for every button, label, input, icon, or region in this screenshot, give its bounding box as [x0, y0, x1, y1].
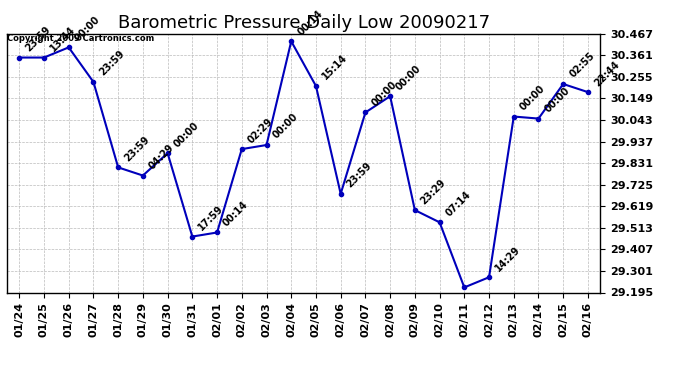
Text: 23:59: 23:59 — [122, 134, 151, 163]
Text: 07:14: 07:14 — [444, 189, 473, 218]
Text: 00:00: 00:00 — [542, 86, 571, 114]
Text: 22:44: 22:44 — [592, 59, 621, 88]
Text: 15:14: 15:14 — [320, 53, 349, 82]
Text: 00:00: 00:00 — [370, 80, 399, 108]
Text: 23:29: 23:29 — [419, 177, 448, 206]
Text: 00:00: 00:00 — [270, 112, 299, 141]
Text: 04:29: 04:29 — [147, 142, 176, 171]
Text: 23:59: 23:59 — [97, 49, 126, 78]
Text: 17:59: 17:59 — [197, 203, 226, 232]
Text: 00:00: 00:00 — [394, 63, 423, 92]
Text: 14:29: 14:29 — [493, 244, 522, 273]
Text: 00:00: 00:00 — [518, 83, 547, 112]
Text: Copyright 2009 Cartronics.com: Copyright 2009 Cartronics.com — [7, 34, 154, 43]
Title: Barometric Pressure Daily Low 20090217: Barometric Pressure Daily Low 20090217 — [117, 14, 490, 32]
Text: 13:44: 13:44 — [48, 24, 77, 53]
Text: 00:00: 00:00 — [73, 14, 102, 43]
Text: 02:55: 02:55 — [567, 51, 596, 80]
Text: 00:14: 00:14 — [221, 200, 250, 228]
Text: 23:59: 23:59 — [23, 24, 52, 53]
Text: 00:00: 00:00 — [172, 120, 201, 149]
Text: 02:29: 02:29 — [246, 116, 275, 145]
Text: 23:59: 23:59 — [345, 160, 374, 190]
Text: 00:14: 00:14 — [295, 8, 324, 37]
